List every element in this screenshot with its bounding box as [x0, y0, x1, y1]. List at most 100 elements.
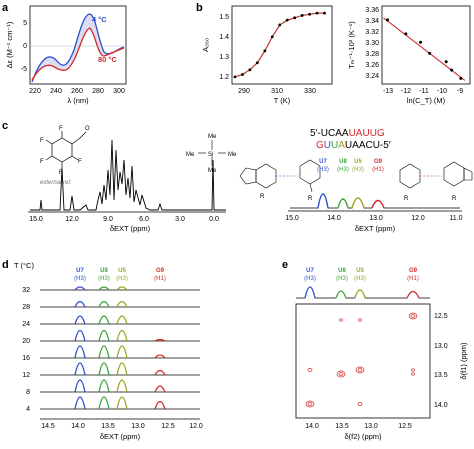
temperature-peak [116, 329, 128, 342]
temperature-peak [74, 396, 86, 410]
ylabel-a: Δε (M⁻¹ cm⁻¹) [5, 21, 14, 68]
vant-hoff-data-point [419, 40, 422, 44]
xtick-c-1: 12.0 [65, 216, 79, 223]
d-label-U7: U7 [76, 268, 84, 274]
temperature-peak [154, 354, 166, 359]
sequence-bottom: GUUAUAACU-5′ [316, 140, 391, 151]
xtick-b-right-1: -12 [401, 88, 411, 95]
inset-xtick-4: 11.0 [449, 215, 462, 222]
vant-hoff-data-point [428, 51, 432, 55]
seq-bot-u: U [324, 140, 331, 151]
temperature-peak [116, 379, 128, 393]
seq-bot-a: A [338, 140, 345, 151]
d-sub-U8: (H3) [98, 276, 110, 282]
axes-frame-b-right [381, 5, 471, 85]
xtick-c-0: 15.0 [29, 216, 43, 223]
xtick-d-5: 12.0 [189, 423, 203, 430]
peak-label-U8: U8 [339, 159, 347, 165]
ytick-e-1: 13.0 [434, 343, 448, 350]
e-sub-U5: (H3) [354, 276, 366, 282]
inset-peak-G9 [371, 199, 385, 209]
ytick-b-left-3: 1.2 [219, 74, 229, 81]
xlabel-a: λ (nm) [67, 96, 89, 105]
temperature-label: 12 [22, 372, 30, 379]
label-80C: 80 °C [98, 55, 117, 64]
melting-data-point [323, 11, 326, 15]
temperature-peak [116, 300, 128, 308]
xlabel-b-left: T (K) [274, 96, 291, 105]
temperature-peak [74, 315, 86, 325]
vant-hoff-data-point [386, 18, 389, 22]
panel-a: a 5 0 -5 Δε (M⁻¹ cm⁻¹) 4 °C 80 °C 220 24… [2, 2, 127, 105]
temperature-peak [74, 362, 86, 376]
temperature-peak [116, 396, 128, 410]
panel-letter-b: b [196, 2, 203, 14]
ylabel-b-right: Tₘ⁻¹·10³ (K⁻¹) [347, 21, 356, 69]
inset-xtick-3: 12.0 [411, 215, 425, 222]
ytick-b-right-2: 3.32 [365, 29, 379, 36]
noesy-cross-peaks [305, 312, 418, 408]
vant-hoff-data-point [450, 68, 454, 72]
noesy-frame [295, 303, 431, 419]
temperature-peak [98, 300, 110, 308]
xtick-e-3: 12.5 [398, 423, 412, 430]
seq-top-a: A [356, 128, 363, 139]
e-projection-U5 [354, 289, 366, 299]
temperature-label: 8 [26, 389, 30, 396]
ribose-label: R [308, 196, 313, 202]
xtick-b-right-4: -9 [457, 88, 463, 95]
e-projection-G9 [406, 290, 420, 299]
melting-data-point [241, 73, 244, 76]
ylabel-b-left: A₂₆₀ [201, 38, 210, 52]
fluorine-label: F [78, 159, 82, 165]
xtick-e-1: 13.5 [335, 423, 349, 430]
xtick-a-2: 260 [71, 88, 83, 95]
sequence-top: 5′-UCAAUAUUG [310, 128, 385, 139]
methyl-label: Me [208, 134, 217, 140]
inset-xlabel: δEXT (ppm) [355, 224, 396, 233]
peak-sub-G9: (H1) [372, 167, 384, 173]
melting-data-point [248, 68, 252, 72]
e-label-U5: U5 [356, 268, 364, 274]
seq-bot-u2: U [331, 140, 338, 151]
xlabel-b-right: ln(C_T) (M) [407, 96, 446, 105]
ribose-label: R [404, 196, 409, 202]
xtick-a-3: 280 [92, 88, 104, 95]
ytick-b-right-5: 3.26 [365, 62, 379, 69]
temperature-peak [98, 315, 110, 325]
ytick-b-right-0: 3.36 [365, 7, 379, 14]
cd-trace-4C [31, 13, 125, 83]
xtick-d-3: 13.0 [131, 423, 145, 430]
d-label-U5: U5 [118, 268, 126, 274]
fluorine-label: F [59, 126, 63, 132]
ytick-b-right-1: 3.34 [365, 18, 379, 25]
full-nmr-spectrum [30, 139, 226, 211]
axes-frame-a [29, 5, 127, 85]
fluorine-label: F [40, 159, 44, 165]
melting-fit-curve [234, 12, 325, 78]
e-label-G9: G9 [409, 268, 418, 274]
temperature-peak [116, 315, 128, 325]
temperature-peak [98, 329, 110, 342]
cd-trace-80C [31, 27, 125, 81]
ytick-e-3: 14.0 [434, 402, 448, 409]
panel-b: b 1.5 1.4 1.3 1.2 A₂₆₀ 290 310 330 T (K)… [196, 2, 471, 105]
panel-letter-c: c [2, 120, 8, 132]
seq-bot-suffix: UAACU-5′ [345, 140, 391, 151]
seq-top-u3: U [370, 128, 377, 139]
e-label-U8: U8 [338, 268, 346, 274]
xtick-d-1: 14.0 [71, 423, 85, 430]
temperature-peak [74, 329, 86, 342]
xtick-b-right-3: -10 [437, 88, 447, 95]
temperature-peak [98, 379, 110, 393]
base-pair-structure-right [399, 161, 473, 189]
temperature-peak [98, 286, 110, 291]
xtick-b-left-0: 290 [238, 88, 250, 95]
temperature-peak [154, 338, 166, 342]
peak-label-G9: G9 [374, 159, 383, 165]
methyl-label: Me [186, 152, 195, 158]
ytick-b-left-2: 1.3 [219, 54, 229, 61]
temperature-peak [74, 345, 86, 359]
temperature-peak [154, 400, 166, 410]
